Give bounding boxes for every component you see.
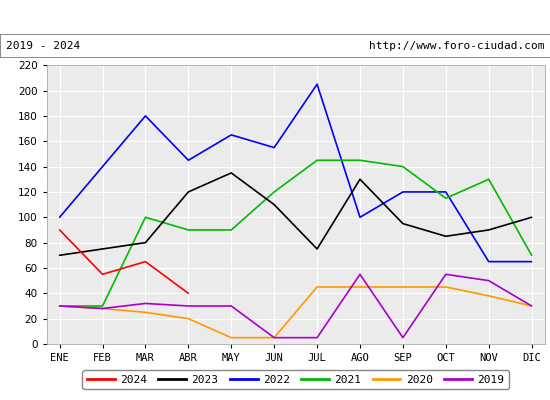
Text: Evolucion Nº Turistas Extranjeros en el municipio de Noviercas: Evolucion Nº Turistas Extranjeros en el … [15,10,535,24]
Text: 2019 - 2024: 2019 - 2024 [6,41,80,51]
Legend: 2024, 2023, 2022, 2021, 2020, 2019: 2024, 2023, 2022, 2021, 2020, 2019 [82,370,509,389]
Text: http://www.foro-ciudad.com: http://www.foro-ciudad.com [369,41,544,51]
